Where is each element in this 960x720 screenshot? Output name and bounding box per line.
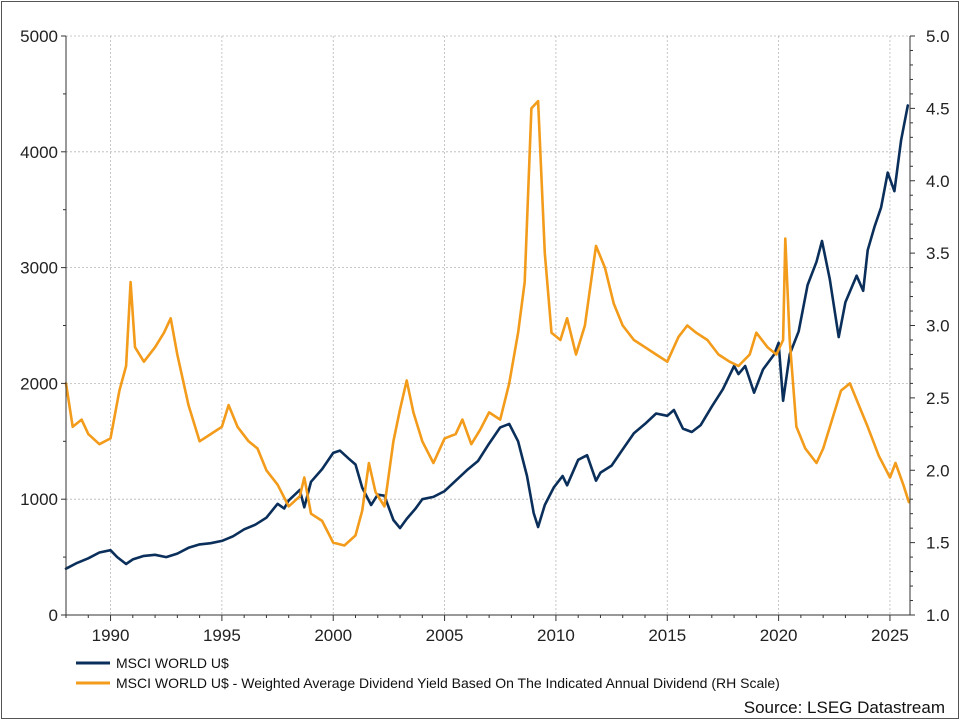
x-tick-label-1: 1995 <box>203 626 241 645</box>
axis-layer: 0 1000 2000 3000 4000 5000 1.0 1.5 2.0 2.5 3.0 3.5 4… <box>20 27 949 645</box>
x-tick-label-4: 2010 <box>537 626 575 645</box>
x-tick-label-3: 2005 <box>426 626 464 645</box>
legend-label-msci-world: MSCI WORLD U$ <box>116 655 229 671</box>
right-tick-label-7: 4.5 <box>926 99 950 118</box>
right-tick-label-8: 5.0 <box>926 27 950 46</box>
legend-label-dividend-yield: MSCI WORLD U$ - Weighted Average Dividen… <box>116 675 780 691</box>
right-tick-label-0: 1.0 <box>926 606 950 625</box>
x-tick-label-5: 2015 <box>648 626 686 645</box>
right-tick-label-2: 2.0 <box>926 461 950 480</box>
x-tick-label-6: 2020 <box>760 626 798 645</box>
legend: MSCI WORLD U$ MSCI WORLD U$ - Weighted A… <box>76 655 780 691</box>
left-tick-label-3: 3000 <box>20 259 58 278</box>
right-tick-label-3: 2.5 <box>926 389 950 408</box>
right-tick-label-1: 1.5 <box>926 534 950 553</box>
x-tick-label-7: 2025 <box>871 626 909 645</box>
right-tick-label-4: 3.0 <box>926 317 950 336</box>
series-line-1 <box>64 99 911 547</box>
right-tick-label-5: 3.5 <box>926 244 950 263</box>
x-tick-label-2: 2000 <box>314 626 352 645</box>
left-tick-label-2: 2000 <box>20 374 58 393</box>
source-note: Source: LSEG Datastream <box>744 698 945 717</box>
right-tick-label-6: 4.0 <box>926 172 950 191</box>
x-tick-label-0: 1990 <box>92 626 130 645</box>
left-tick-label-5: 5000 <box>20 27 58 46</box>
left-tick-label-1: 1000 <box>20 490 58 509</box>
left-tick-label-0: 0 <box>49 606 58 625</box>
series-layer <box>64 99 911 571</box>
left-tick-label-4: 4000 <box>20 143 58 162</box>
